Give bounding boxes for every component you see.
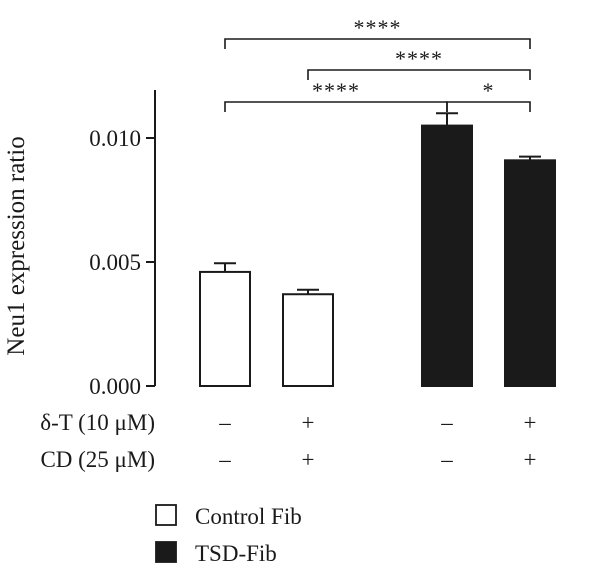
significance-bracket [224,101,448,112]
condition-table: δ-T (10 μM) – + – + CD (25 μM) – + – + [40,410,536,472]
condition-value: + [524,447,537,472]
y-tick-label: 0.010 [89,126,141,151]
legend: Control Fib TSD-Fib [155,504,302,566]
significance-brackets: ************ * [224,15,531,112]
bar [199,270,251,388]
significance-bracket [307,69,531,80]
bar [504,159,556,387]
condition-value: – [440,447,453,472]
error-bars-layer [214,112,541,295]
condition-value: + [524,410,537,435]
condition-value: – [440,410,453,435]
legend-label: TSD-Fib [195,541,277,566]
legend-swatch [155,504,177,526]
bar [282,293,334,387]
significance-label: **** [312,78,360,103]
bar [421,124,473,387]
condition-value: + [302,410,315,435]
condition-value: – [218,410,231,435]
condition-label: CD (25 μM) [40,447,155,472]
y-tick-label: 0.000 [89,374,141,399]
significance-label: **** [395,46,443,71]
y-axis-title: Neu1 expression ratio [3,136,30,355]
significance-bracket [446,101,531,112]
significance-label: * [483,78,495,103]
condition-value: – [218,447,231,472]
bars-layer [199,124,556,388]
condition-label: δ-T (10 μM) [40,410,155,435]
condition-value: + [302,447,315,472]
significance-label: **** [354,15,402,40]
legend-label: Control Fib [195,504,302,529]
significance-bracket [224,38,531,49]
legend-swatch [155,541,177,563]
y-ticks: 0.000 0.005 0.010 [89,126,155,399]
y-tick-label: 0.005 [89,250,141,275]
